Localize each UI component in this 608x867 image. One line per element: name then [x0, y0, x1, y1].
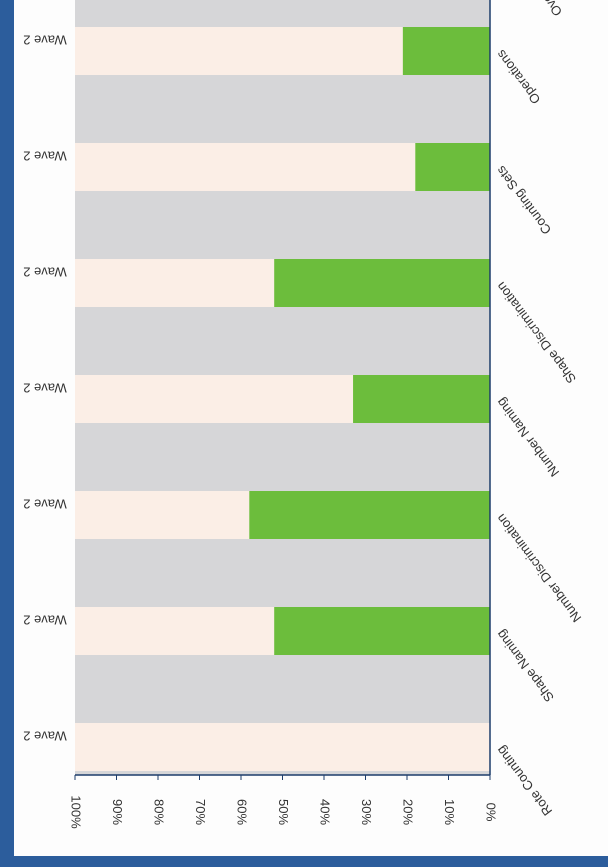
bar-label: Wave 2 — [23, 613, 67, 628]
x-tick-label: 30% — [359, 799, 374, 825]
bar — [415, 143, 490, 191]
x-tick-label: 80% — [152, 799, 167, 825]
bar — [274, 607, 490, 655]
bar-label: Wave 2 — [23, 265, 67, 280]
bar — [402, 27, 490, 75]
x-tick-label: 90% — [110, 799, 125, 825]
bar-label: Wave 2 — [23, 729, 67, 744]
x-tick-label: 20% — [401, 799, 416, 825]
x-tick-label: 10% — [442, 799, 457, 825]
bar — [353, 375, 490, 423]
bar-label: Wave 2 — [23, 381, 67, 396]
x-tick-label: 0% — [484, 803, 499, 822]
x-tick-label: 100% — [69, 795, 84, 829]
bar-remainder — [75, 723, 490, 771]
x-tick-label: 50% — [276, 799, 291, 825]
bar — [274, 259, 490, 307]
x-tick-label: 40% — [318, 799, 333, 825]
bar-label: Wave 2 — [23, 149, 67, 164]
x-tick-label: 60% — [235, 799, 250, 825]
bar — [249, 491, 490, 539]
bar-label: Wave 2 — [23, 33, 67, 48]
x-tick-label: 70% — [193, 799, 208, 825]
bar-label: Wave 2 — [23, 497, 67, 512]
